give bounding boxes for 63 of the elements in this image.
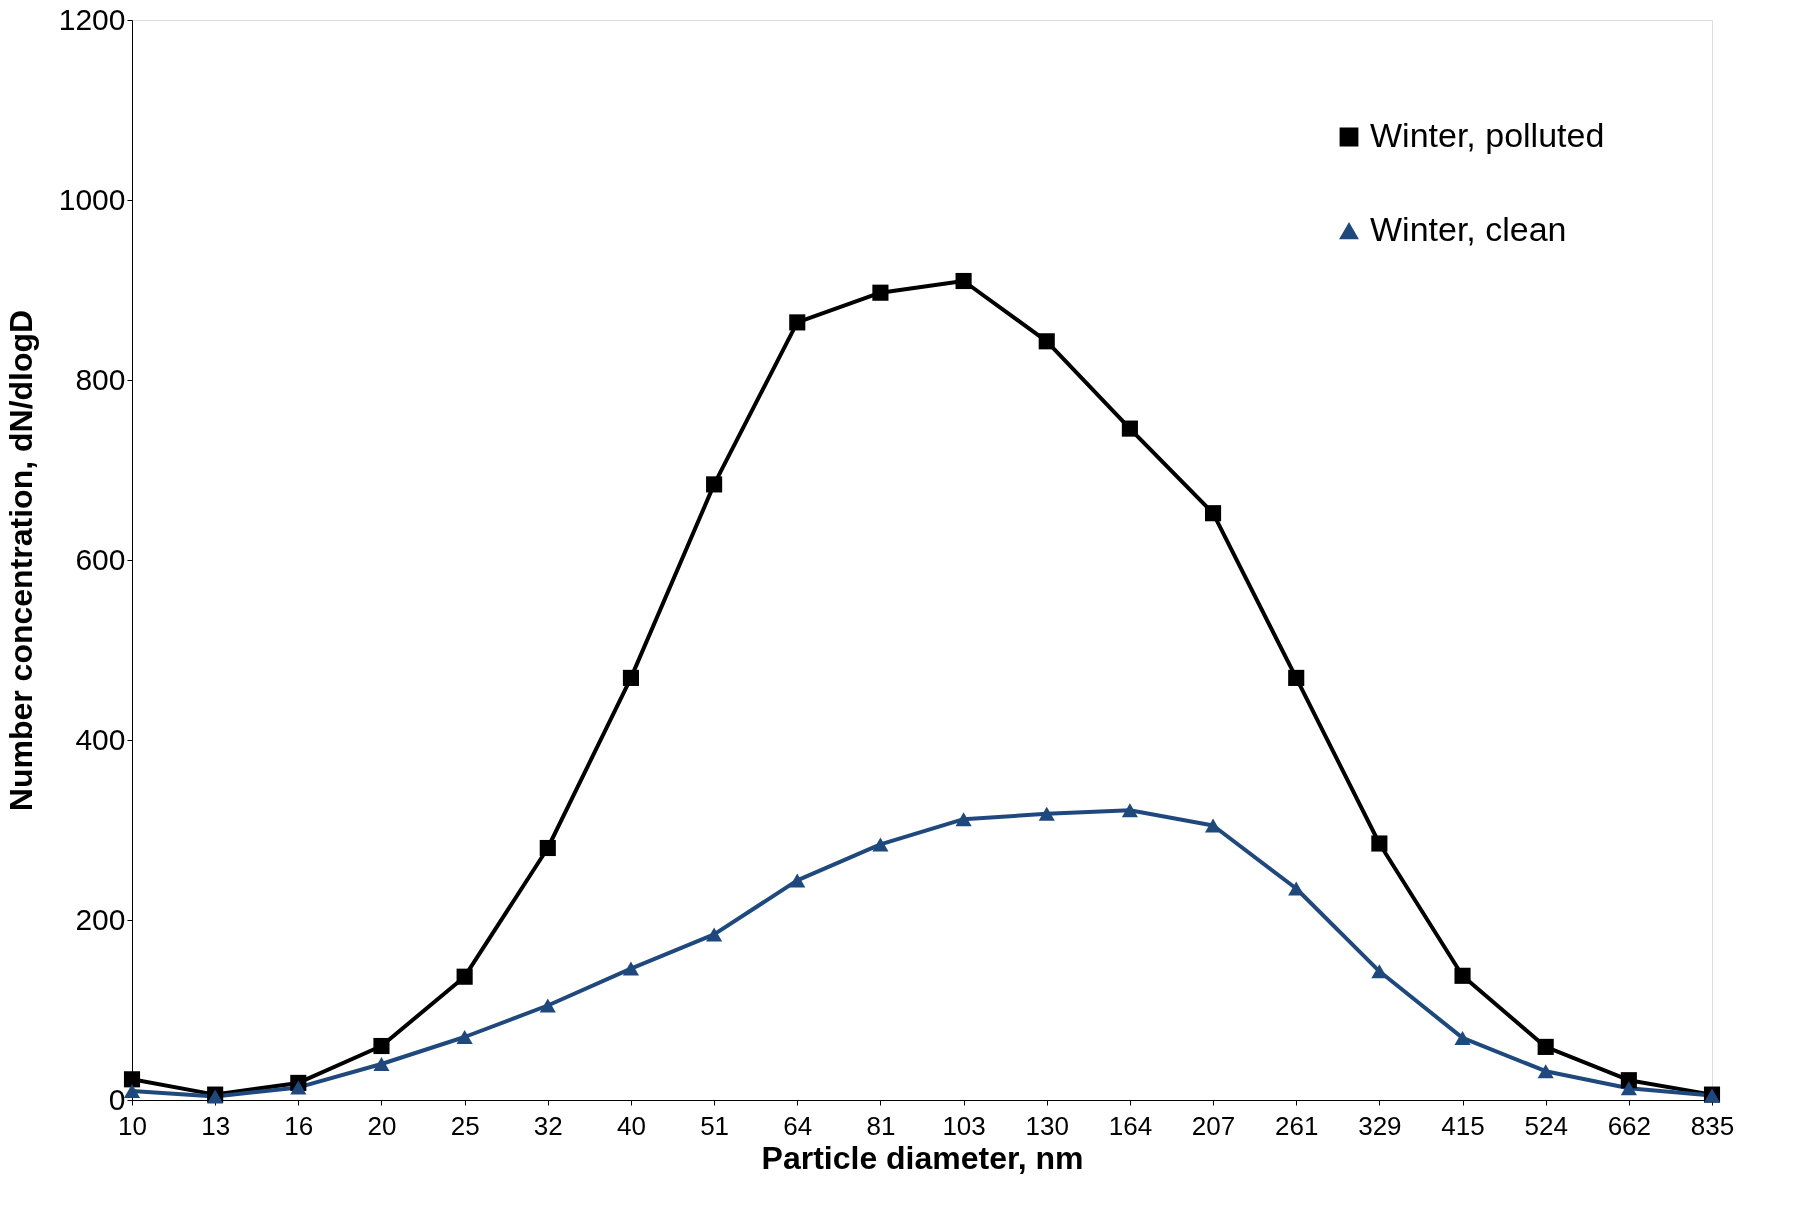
point <box>872 284 889 301</box>
point <box>123 1071 141 1088</box>
x-tick-label: 261 <box>1275 1110 1319 1141</box>
point <box>1121 420 1138 437</box>
x-tick-label: 329 <box>1358 1110 1402 1141</box>
y-tick-label: 600 <box>75 542 126 576</box>
point <box>622 961 640 976</box>
x-tick-label: 524 <box>1524 1110 1568 1141</box>
x-tick-label: 20 <box>367 1110 397 1141</box>
x-tick-label: 64 <box>783 1110 813 1141</box>
point <box>1371 964 1388 979</box>
point <box>789 873 806 888</box>
point <box>373 1037 390 1055</box>
point <box>290 1080 307 1095</box>
x-tick-label: 81 <box>866 1110 896 1141</box>
point <box>123 1084 141 1098</box>
point <box>706 476 723 493</box>
x-tick-label: 415 <box>1441 1110 1485 1141</box>
y-tick-label: 400 <box>75 722 126 756</box>
x-tick-label: 25 <box>450 1110 480 1141</box>
legend-label: Winter, clean <box>1370 210 1567 248</box>
x-tick-label: 51 <box>700 1110 730 1141</box>
y-axis-title: Number concentration, dN/dlogD <box>2 309 39 812</box>
point <box>1121 803 1138 818</box>
point <box>456 968 473 985</box>
point <box>955 272 972 290</box>
y-tick-label: 800 <box>75 362 126 396</box>
point <box>1288 669 1305 686</box>
point <box>622 669 640 686</box>
point <box>706 927 723 942</box>
point <box>1620 1081 1637 1096</box>
point <box>539 998 556 1013</box>
point <box>789 314 806 331</box>
x-tick-label: 32 <box>533 1110 563 1141</box>
point <box>872 837 889 852</box>
point <box>1454 1030 1471 1045</box>
x-tick-label: 835 <box>1690 1110 1735 1141</box>
point <box>1537 1038 1554 1055</box>
point <box>1371 835 1388 852</box>
x-tick-label: 40 <box>616 1110 646 1141</box>
x-tick-label: 164 <box>1108 1110 1153 1141</box>
x-tick-label: 103 <box>942 1110 986 1141</box>
x-tick-label: 207 <box>1191 1110 1236 1141</box>
point <box>1038 806 1055 821</box>
point <box>1454 967 1471 984</box>
x-axis-title: Particle diameter, nm <box>761 1139 1084 1176</box>
point <box>955 812 972 827</box>
x-tick-label: 130 <box>1025 1110 1069 1141</box>
x-tick-label: 13 <box>201 1110 231 1141</box>
y-tick-label: 200 <box>75 902 126 936</box>
point <box>539 839 556 857</box>
point <box>1537 1064 1554 1079</box>
point <box>373 1057 390 1071</box>
y-tick-label: 1000 <box>58 182 126 216</box>
point <box>1204 505 1222 522</box>
y-tick-label: 1200 <box>58 2 126 36</box>
point <box>1288 881 1305 896</box>
point <box>1038 333 1055 350</box>
x-tick-label: 662 <box>1607 1110 1652 1141</box>
point <box>456 1030 473 1044</box>
x-tick-label: 16 <box>284 1110 314 1141</box>
point <box>1204 818 1222 833</box>
legend-label: Winter, polluted <box>1370 116 1605 154</box>
